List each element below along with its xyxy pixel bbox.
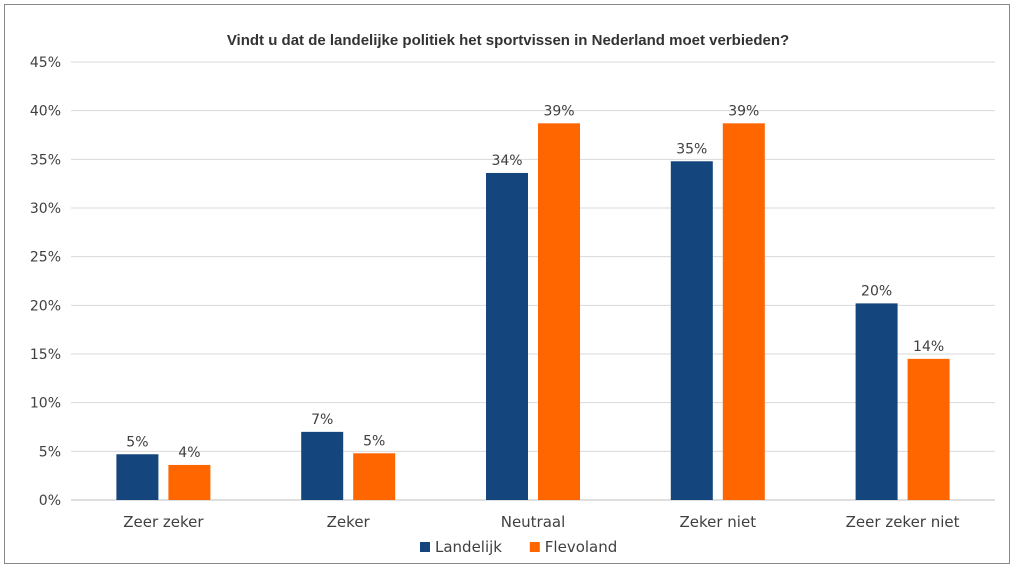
- data-label: 5%: [363, 433, 385, 449]
- bar-flevoland: [538, 123, 580, 500]
- data-label: 39%: [728, 103, 759, 119]
- y-tick-label: 15%: [30, 347, 61, 363]
- legend-swatch-landelijk: [420, 542, 430, 552]
- legend-label: Flevoland: [545, 538, 617, 556]
- y-tick-label: 30%: [30, 201, 61, 217]
- y-axis-ticks: 0% 5% 10% 15% 20% 25% 30% 35% 40% 45%: [30, 55, 61, 509]
- data-label: 5%: [126, 434, 148, 450]
- y-tick-label: 40%: [30, 104, 61, 120]
- x-category-label: Neutraal: [501, 513, 566, 531]
- y-tick-label: 35%: [30, 152, 61, 168]
- x-category-label: Zeer zeker niet: [846, 513, 960, 531]
- bar-landelijk: [670, 161, 713, 500]
- bar-flevoland: [353, 453, 396, 500]
- y-tick-label: 25%: [30, 250, 61, 266]
- x-category-label: Zeker: [327, 513, 371, 531]
- bar-flevoland: [168, 464, 211, 500]
- y-tick-label: 10%: [30, 396, 61, 412]
- data-label: 39%: [543, 103, 574, 119]
- data-label: 34%: [491, 153, 522, 169]
- chart-frame: Vindt u dat de landelijke politiek het s…: [4, 4, 1010, 564]
- x-category-label: Zeer zeker: [123, 513, 204, 531]
- x-axis-categories: Zeer zeker Zeker Neutraal Zeker niet Zeer ze…: [123, 513, 959, 531]
- bar-landelijk: [116, 454, 159, 500]
- legend-label: Landelijk: [435, 538, 502, 556]
- bar-chart: Vindt u dat de landelijke politiek het s…: [30, 32, 995, 556]
- legend-swatch-flevoland: [529, 542, 540, 552]
- bar-landelijk: [855, 303, 898, 500]
- data-label: 35%: [676, 141, 707, 157]
- data-label: 20%: [861, 283, 892, 299]
- data-label: 4%: [178, 445, 200, 461]
- data-label: 14%: [913, 339, 944, 355]
- legend: Landelijk Flevoland: [420, 538, 617, 556]
- bar-flevoland: [722, 123, 765, 500]
- y-tick-label: 45%: [30, 55, 61, 71]
- x-category-label: Zeker niet: [679, 513, 756, 531]
- bar-flevoland: [907, 358, 950, 500]
- bar-landelijk: [301, 431, 344, 500]
- bars: [116, 123, 950, 500]
- gridlines: [71, 61, 995, 501]
- y-tick-label: 5%: [39, 444, 61, 460]
- data-label: 7%: [311, 412, 333, 428]
- bar-landelijk: [486, 172, 528, 500]
- y-tick-label: 0%: [39, 493, 61, 509]
- chart-title: Vindt u dat de landelijke politiek het s…: [227, 32, 789, 49]
- y-tick-label: 20%: [30, 298, 61, 314]
- data-labels: 5% 4% 7% 5% 34% 39% 35% 39% 20% 14%: [126, 103, 944, 461]
